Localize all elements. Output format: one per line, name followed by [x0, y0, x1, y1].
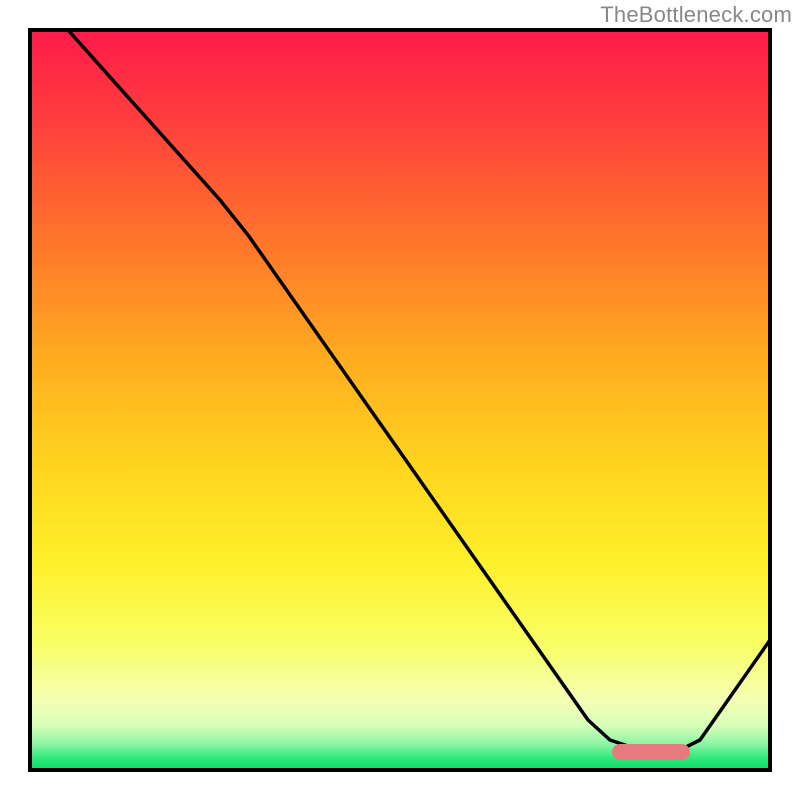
watermark-text: TheBottleneck.com	[600, 2, 792, 28]
gradient-background	[30, 30, 770, 770]
optimal-range-marker	[612, 744, 690, 760]
chart-svg	[0, 0, 800, 800]
chart-container: TheBottleneck.com	[0, 0, 800, 800]
